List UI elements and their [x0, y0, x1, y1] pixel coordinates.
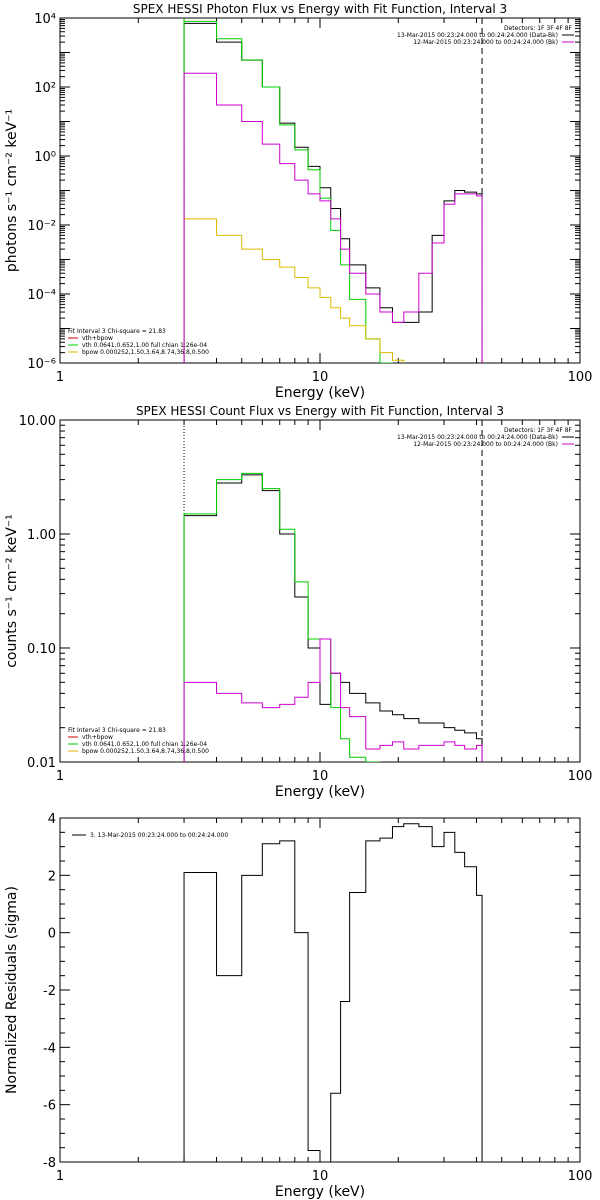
y-tick-label: 10⁻⁴ [27, 288, 56, 303]
series-group [183, 823, 483, 1162]
chart-panel-3: 1 10 100 Energy (keV) 4 2 0 -2 -4 -6 -8 Normalized … [4, 812, 592, 1200]
series-vth [183, 472, 381, 762]
y-axis-label: photons s⁻¹ cm⁻² keV⁻¹ [4, 109, 20, 272]
legend-bottom-left: Fit Interval 3 Chi-square = 21.83vth+bpo… [68, 328, 209, 356]
series-bpow [183, 218, 405, 363]
y-tick-label: 0.01 [27, 756, 56, 771]
x-axis-label: Energy (keV) [275, 784, 365, 800]
legend-bottom-entry: bpow 0.000252,1.50,3.64,8.74,36.8,0.500 [82, 748, 209, 755]
x-axis-label: Energy (keV) [275, 385, 365, 401]
legend-top-entry: 12-Mar-2015 00:23:24.000 to 00:24:24.000… [413, 39, 558, 46]
y-axis-label: counts s⁻¹ cm⁻² keV⁻¹ [4, 514, 20, 668]
x-tick-label: 1 [56, 370, 64, 385]
plot-frame [59, 817, 581, 1163]
y-tick-label: 2 [48, 869, 56, 884]
y-tick-label: -4 [43, 1041, 56, 1056]
legend-top-entry: Detectors: 1F 3F 4F 8F [504, 25, 573, 32]
legend-entry: 3. 13-Mar-2015 00:23:24.000 to 00:24:24.… [90, 832, 228, 839]
series-data [183, 72, 483, 363]
y-tick-label: 0 [48, 927, 56, 942]
y-tick-label: 10⁻⁶ [27, 357, 56, 372]
legend-bottom-entry: vth+bpow [82, 335, 113, 342]
chart-panel-1: SPEX HESSI Photon Flux vs Energy with Fi… [4, 2, 592, 401]
legend-top-left: 3. 13-Mar-2015 00:23:24.000 to 00:24:24.… [72, 832, 228, 839]
x-tick-label: 10 [312, 370, 329, 385]
plot-frame [59, 419, 581, 763]
y-tick-label: 1.00 [27, 528, 56, 543]
x-tick-label: 100 [568, 370, 593, 385]
legend-bottom-entry: vth 0.0641,0.652,1.00 full chian 1.26e-0… [82, 741, 207, 748]
series-group [183, 472, 483, 762]
series-group [183, 20, 483, 363]
x-tick-label: 1 [56, 1169, 64, 1184]
x-tick-label: 10 [312, 769, 329, 784]
legend-bottom-entry: vth 0.0641,0.652,1.00 full chian 1.26e-0… [82, 342, 207, 349]
x-tick-label: 100 [568, 769, 593, 784]
y-axis-label: Normalized Residuals (sigma) [4, 886, 20, 1094]
x-tick-label: 10 [312, 1169, 329, 1184]
legend-bottom-entry: vth+bpow [82, 734, 113, 741]
series-vth [183, 20, 393, 363]
series-residuals [183, 823, 483, 1162]
y-tick-label: -8 [43, 1156, 56, 1171]
y-tick-label: 10⁻² [27, 219, 56, 234]
x-axis-label: Energy (keV) [275, 1184, 365, 1200]
y-tick-label: 10⁴ [34, 12, 56, 27]
y-tick-label: -2 [43, 984, 56, 999]
series-vth-bpow [183, 474, 483, 762]
legend-top-entry: 13-Mar-2015 00:23:24.000 to 00:24:24.000… [397, 32, 558, 39]
y-tick-label: 10.00 [19, 414, 56, 429]
chart-panel-2: SPEX HESSI Count Flux vs Energy with Fit… [4, 404, 592, 800]
y-tick-label: 10⁰ [34, 150, 56, 165]
legend-top-entry: Detectors: 1F 3F 4F 8F [504, 427, 573, 434]
legend-bottom-title: Fit Interval 3 Chi-square = 21.83 [68, 328, 166, 335]
y-tick-label: 4 [48, 812, 56, 827]
legend-top-entry: 13-Mar-2015 00:23:24.000 to 00:24:24.000… [397, 434, 558, 441]
x-tick-label: 1 [56, 769, 64, 784]
series-data [183, 638, 483, 762]
x-tick-label: 100 [568, 1169, 593, 1184]
y-tick-label: 10² [34, 81, 56, 96]
legend-bottom-title: Fit Interval 3 Chi-square = 21.83 [68, 727, 166, 734]
y-tick-label: 0.10 [27, 642, 56, 657]
legend-bottom-left: Fit Interval 3 Chi-square = 21.83vth+bpo… [68, 727, 209, 755]
legend-bottom-entry: bpow 0.000252,1.50,3.64,8.74,36.8,0.500 [82, 349, 209, 356]
legend-top-entry: 12-Mar-2015 00:23:24.000 to 00:24:24.000… [413, 441, 558, 448]
series-vth-bpow [183, 22, 483, 363]
chart-title: SPEX HESSI Photon Flux vs Energy with Fi… [133, 2, 507, 16]
chart-title: SPEX HESSI Count Flux vs Energy with Fit… [136, 404, 504, 418]
y-tick-label: -6 [43, 1099, 56, 1114]
